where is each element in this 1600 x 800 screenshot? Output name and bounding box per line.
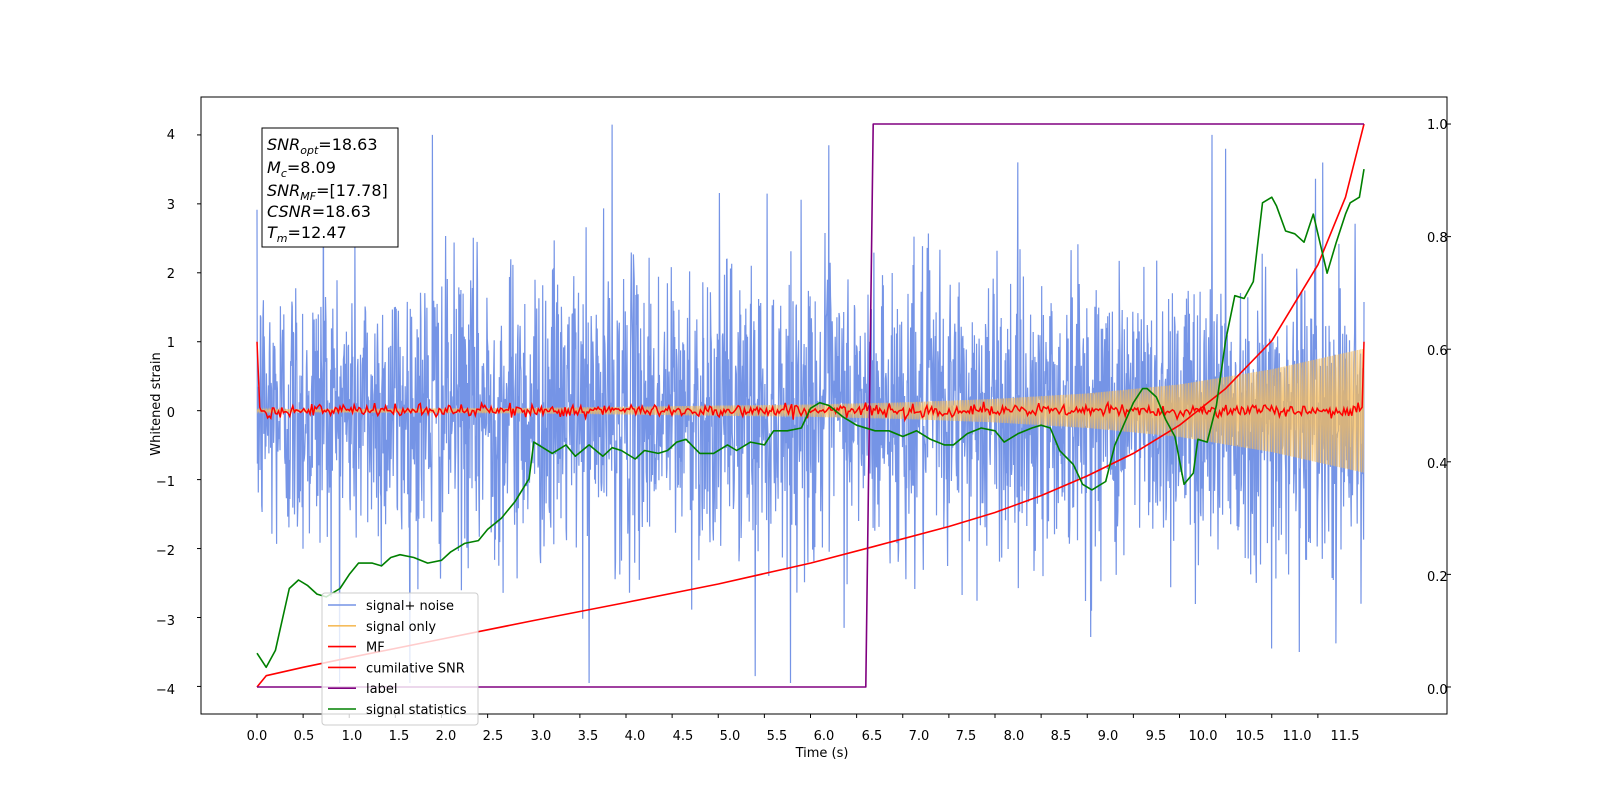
- y-right-tick-label: 0.0: [1427, 683, 1448, 698]
- x-tick-labels: 0.0 0.5 1.0 1.5 2.0 2.5 3.0 3.5 4.0 4.5 …: [247, 729, 1360, 744]
- y-right-tick-label: 0.2: [1427, 570, 1448, 585]
- y-tick-label: 2: [167, 267, 175, 282]
- x-tick-label: 9.0: [1098, 729, 1119, 744]
- series-label: [257, 123, 1364, 688]
- x-tick-label: 0.5: [294, 729, 315, 744]
- x-tick-label: 7.0: [909, 729, 930, 744]
- stats-annotation: SNRopt=18.63 Mc=8.09 SNRMF=[17.78] CSNR=…: [261, 127, 399, 248]
- legend-entry-label: label: [366, 682, 397, 697]
- x-tick-label: 6.5: [862, 729, 883, 744]
- y-tick-labels-right: 1.0 0.8 0.6 0.4 0.2 0.0: [1427, 118, 1448, 698]
- axes-frame: [200, 96, 1448, 715]
- x-tick-label: 8.5: [1051, 729, 1072, 744]
- x-tick-label: 1.0: [342, 729, 363, 744]
- x-tick-label: 3.0: [531, 729, 552, 744]
- x-tick-label: 10.5: [1236, 729, 1265, 744]
- x-tick-label: 9.5: [1146, 729, 1167, 744]
- legend-entry-label: MF: [366, 641, 385, 656]
- y-right-tick-label: 1.0: [1427, 118, 1448, 133]
- series-signal-statistics: [256, 168, 1365, 669]
- y-axis-label: Whitened strain: [149, 352, 164, 455]
- snr-mf-text: SNRMF=[17.78]: [267, 181, 388, 203]
- legend-entry-label: signal+ noise: [366, 599, 454, 614]
- y-tick-label: −2: [156, 544, 175, 559]
- y-right-tick-label: 0.4: [1427, 457, 1448, 472]
- x-tick-label: 2.0: [436, 729, 457, 744]
- x-tick-label: 5.0: [720, 729, 741, 744]
- y-right-tick-label: 0.6: [1427, 344, 1448, 359]
- y-tick-label: −4: [156, 683, 175, 698]
- csnr-text: CSNR=18.63: [267, 202, 371, 221]
- legend-mf: MF: [328, 641, 385, 656]
- x-tick-label: 6.0: [814, 729, 835, 744]
- y-tick-label: −1: [156, 475, 175, 490]
- x-tick-label: 4.5: [673, 729, 694, 744]
- legend-signal-statistics: signal statistics: [328, 703, 467, 718]
- x-tick-label: 11.5: [1331, 729, 1360, 744]
- y-right-tick-label: 0.8: [1427, 231, 1448, 246]
- legend-entry-label: signal only: [366, 620, 436, 635]
- stats-annotation-box: [261, 127, 399, 248]
- snr-opt-text: SNRopt=18.63: [267, 135, 378, 157]
- x-tick-label: 2.5: [483, 729, 504, 744]
- plot-area: [256, 123, 1365, 688]
- legend-box: [321, 592, 479, 726]
- tick-marks: [197, 123, 1451, 718]
- y-tick-label: 3: [167, 198, 175, 213]
- x-tick-label: 8.0: [1004, 729, 1025, 744]
- y-tick-labels-left: 4 3 2 1 0 −1 −2 −3 −4: [156, 128, 175, 698]
- tm-text: Tm=12.47: [267, 223, 347, 245]
- x-tick-label: 7.5: [956, 729, 977, 744]
- legend-signal-noise: signal+ noise: [328, 599, 454, 614]
- x-tick-label: 5.5: [767, 729, 788, 744]
- legend-entry-label: cumilative SNR: [366, 661, 465, 676]
- legend-label: label: [328, 682, 397, 697]
- legend-signal-only: signal only: [328, 620, 436, 635]
- x-tick-label: 1.5: [389, 729, 410, 744]
- x-tick-label: 11.0: [1283, 729, 1312, 744]
- legend-entry-label: signal statistics: [366, 703, 467, 718]
- legend: signal+ noise signal only MF cumilative SNR…: [321, 592, 479, 726]
- x-tick-label: 10.0: [1189, 729, 1218, 744]
- mc-text: Mc=8.09: [267, 158, 336, 180]
- x-axis-label: Time (s): [795, 746, 849, 761]
- y-tick-label: 0: [167, 406, 175, 421]
- series-mf: [256, 341, 1365, 423]
- y-tick-label: −3: [156, 614, 175, 629]
- y-tick-label: 4: [167, 128, 175, 143]
- x-tick-label: 0.0: [247, 729, 268, 744]
- y-tick-label: 1: [167, 336, 175, 351]
- legend-cumulative-snr: cumilative SNR: [328, 661, 465, 676]
- x-tick-label: 4.0: [625, 729, 646, 744]
- x-tick-label: 3.5: [578, 729, 599, 744]
